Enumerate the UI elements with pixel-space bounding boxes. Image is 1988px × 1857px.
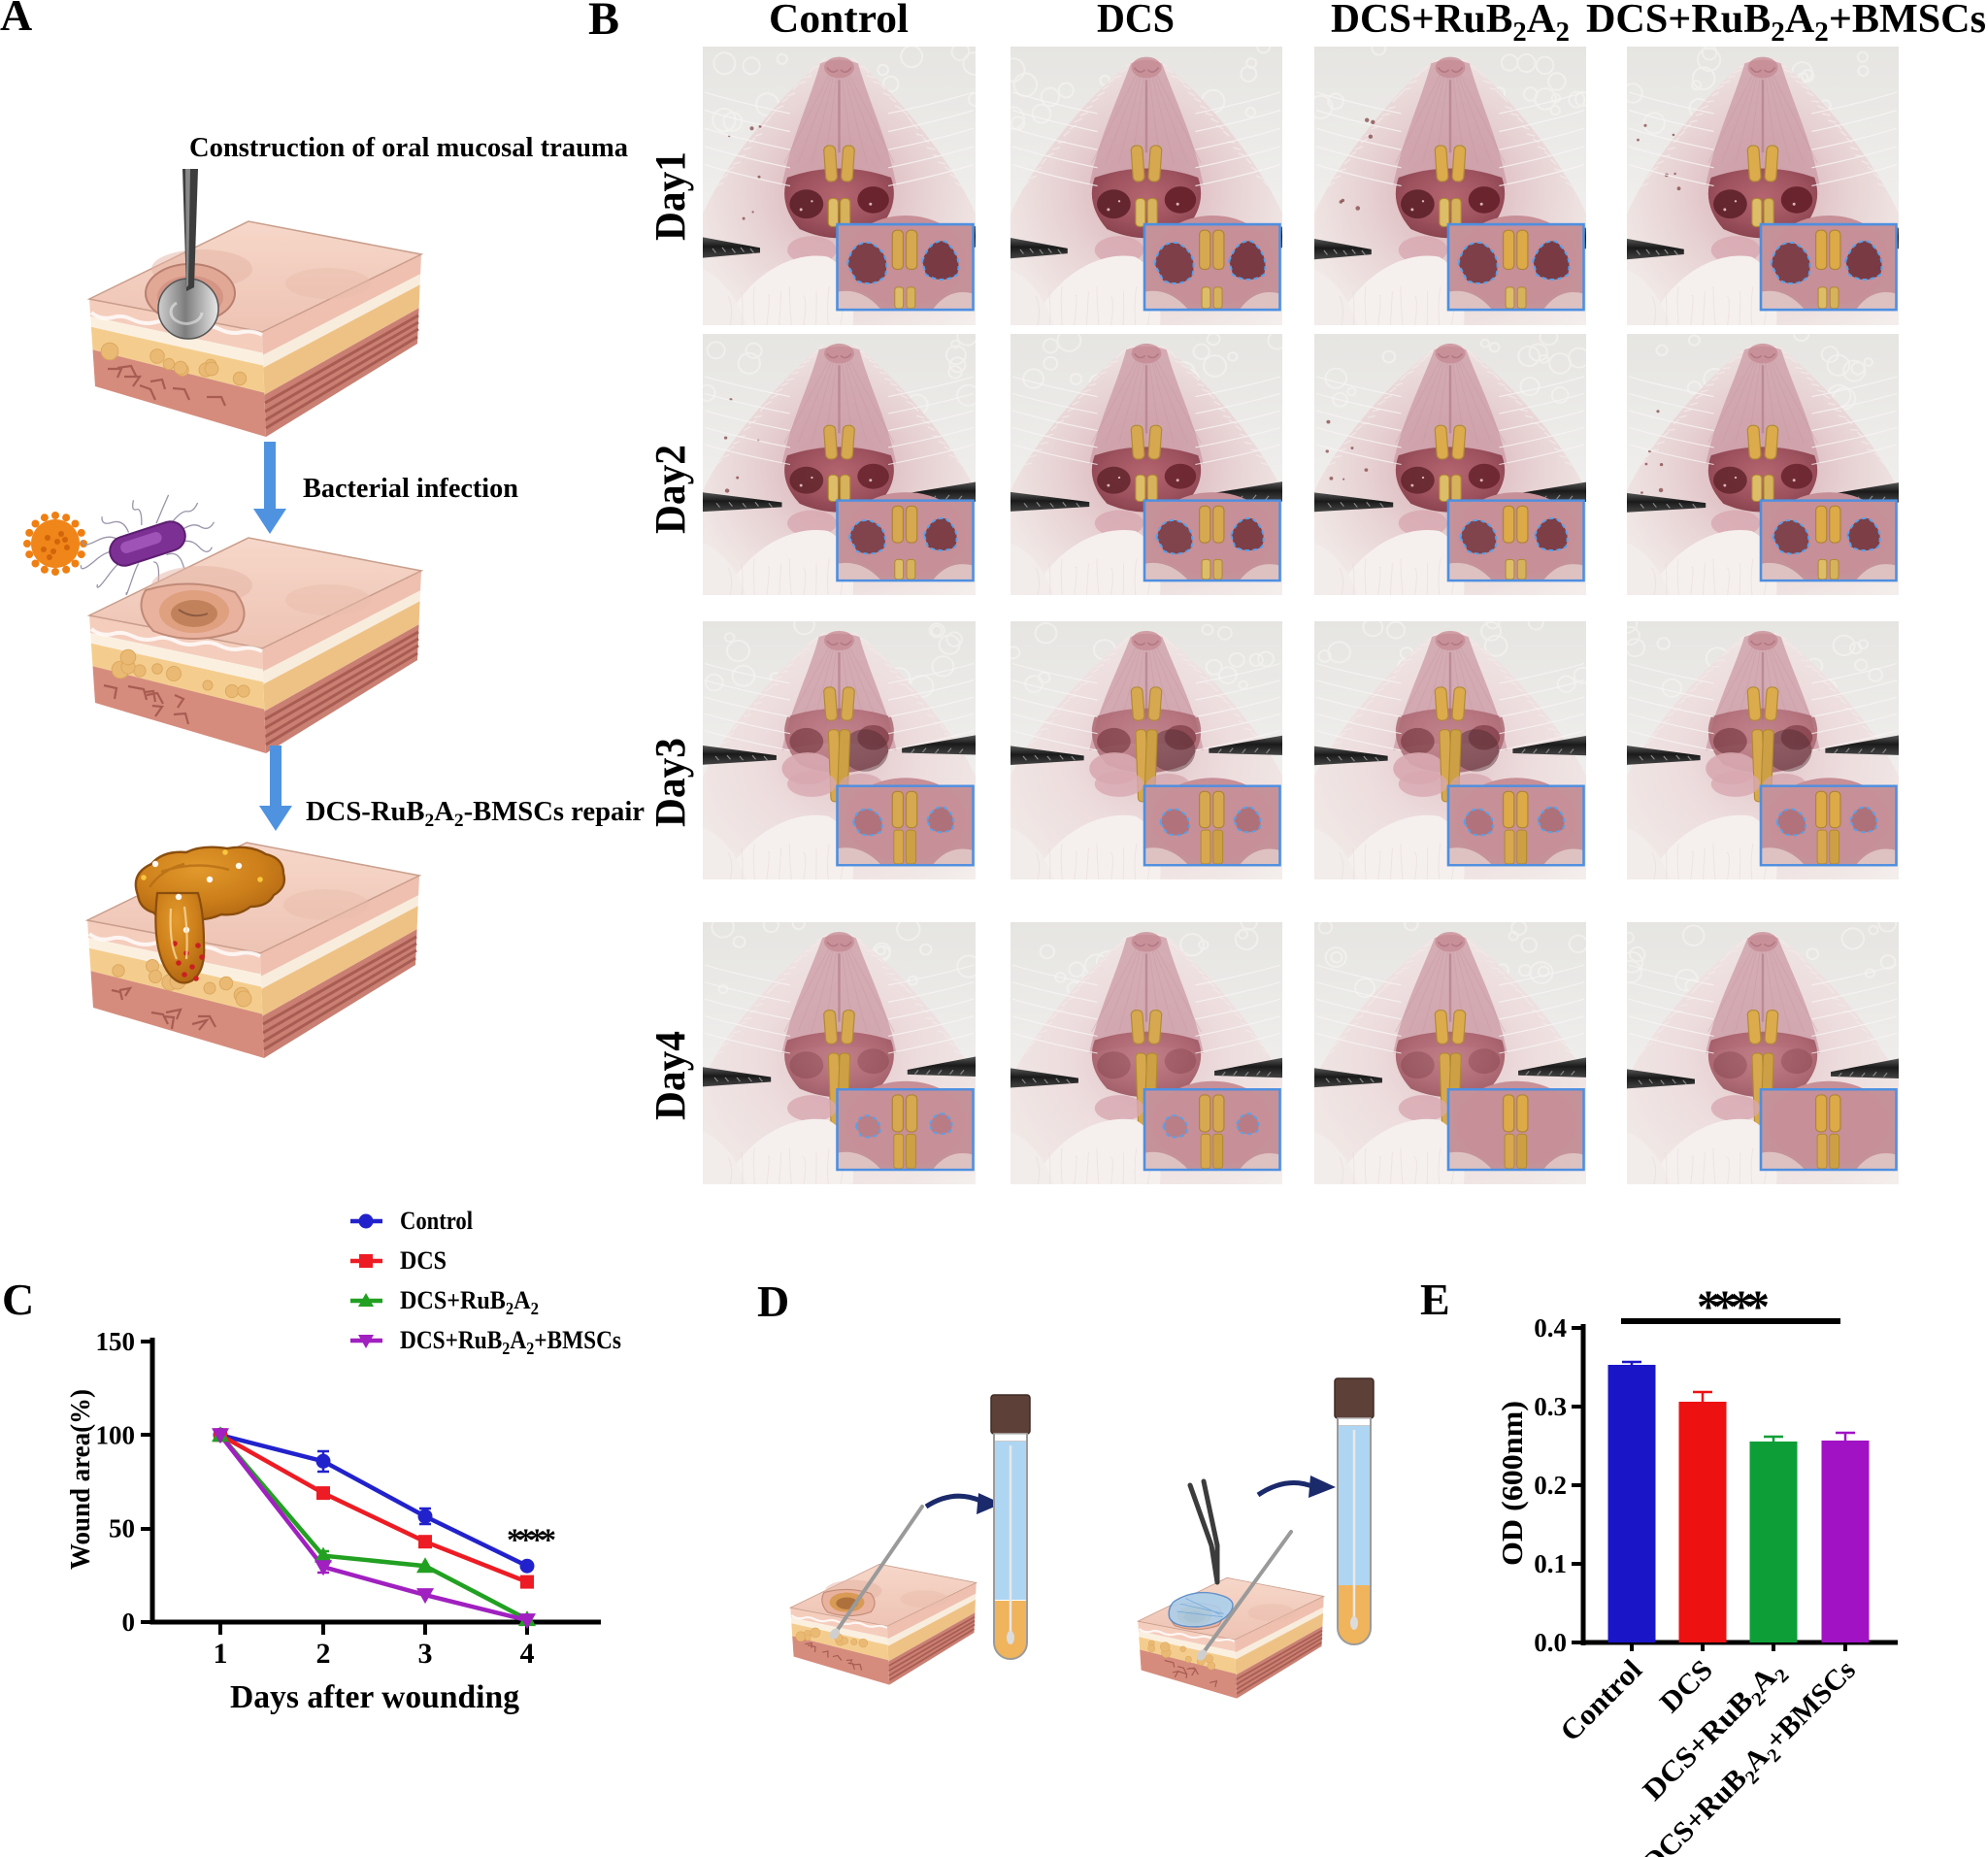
svg-text:DCS: DCS: [1654, 1654, 1719, 1719]
svg-text:Bacterial infection: Bacterial infection: [303, 474, 518, 504]
svg-text:A: A: [0, 0, 32, 40]
svg-text:Day3: Day3: [646, 738, 694, 827]
svg-text:****: ****: [507, 1523, 556, 1558]
svg-text:100: 100: [96, 1420, 136, 1449]
svg-text:DCS-RuB2​A2​-BMSCs repair: DCS-RuB2​A2​-BMSCs repair: [306, 797, 645, 831]
svg-text:0.1: 0.1: [1534, 1549, 1567, 1578]
svg-text:0: 0: [122, 1608, 136, 1637]
svg-text:B: B: [588, 0, 619, 45]
svg-text:DCS+RuB2​A2​+BMSCs: DCS+RuB2​A2​+BMSCs: [1586, 0, 1986, 48]
svg-text:D: D: [757, 1277, 789, 1326]
svg-text:DCS+RuB2​A2​+BMSCs: DCS+RuB2​A2​+BMSCs: [400, 1326, 621, 1358]
svg-text:3: 3: [418, 1638, 433, 1670]
svg-text:Day1: Day1: [646, 151, 694, 241]
svg-text:OD (600nm): OD (600nm): [1495, 1401, 1529, 1566]
svg-text:50: 50: [109, 1514, 135, 1543]
svg-text:Control: Control: [1554, 1654, 1648, 1748]
svg-text:1: 1: [214, 1638, 228, 1670]
svg-text:Wound area(%): Wound area(%): [66, 1389, 96, 1570]
svg-text:DCS: DCS: [400, 1246, 447, 1275]
svg-text:DCS: DCS: [1097, 0, 1175, 42]
svg-text:C: C: [2, 1275, 34, 1324]
svg-text:150: 150: [96, 1327, 136, 1356]
svg-text:Day2: Day2: [646, 445, 694, 534]
svg-text:Construction of oral mucosal t: Construction of oral mucosal trauma: [189, 133, 628, 163]
svg-text:0.2: 0.2: [1534, 1471, 1567, 1500]
svg-text:Day4: Day4: [646, 1031, 694, 1120]
svg-text:0.4: 0.4: [1534, 1313, 1567, 1343]
svg-text:2: 2: [316, 1638, 331, 1670]
svg-text:DCS+RuB2​A2​: DCS+RuB2​A2​: [400, 1286, 539, 1318]
svg-text:****: ****: [1697, 1281, 1769, 1333]
svg-text:Control: Control: [769, 0, 909, 42]
svg-text:DCS+RuB2​A2​: DCS+RuB2​A2​: [1331, 0, 1570, 48]
svg-text:0.0: 0.0: [1534, 1628, 1567, 1657]
svg-text:4: 4: [520, 1638, 535, 1670]
svg-text:0.3: 0.3: [1534, 1392, 1567, 1421]
svg-text:Control: Control: [400, 1207, 473, 1235]
svg-text:Days after wounding: Days after wounding: [230, 1679, 519, 1715]
svg-text:E: E: [1420, 1275, 1450, 1324]
